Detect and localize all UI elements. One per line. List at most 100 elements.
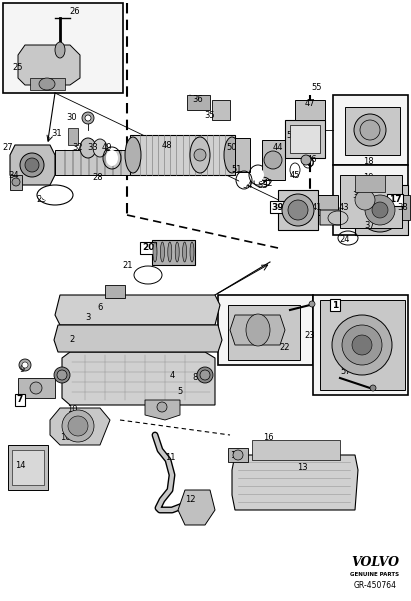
Text: 44: 44 [273, 144, 283, 153]
Text: 2: 2 [69, 335, 75, 344]
Text: 33: 33 [88, 144, 98, 153]
Text: 32: 32 [73, 144, 83, 153]
Text: VOLVO: VOLVO [351, 557, 399, 570]
Ellipse shape [153, 242, 157, 262]
Circle shape [157, 402, 167, 412]
Text: 10: 10 [67, 406, 77, 415]
Text: 31: 31 [52, 129, 62, 138]
Polygon shape [18, 45, 80, 85]
Circle shape [309, 301, 315, 307]
Polygon shape [68, 128, 78, 145]
Text: 26: 26 [70, 7, 80, 16]
Polygon shape [187, 95, 210, 110]
Circle shape [282, 194, 314, 226]
Text: 37: 37 [365, 221, 375, 230]
Polygon shape [8, 445, 48, 490]
Text: GENUINE PARTS: GENUINE PARTS [351, 573, 399, 578]
Polygon shape [30, 78, 65, 90]
Ellipse shape [190, 242, 194, 262]
Text: 1: 1 [332, 300, 338, 310]
Text: 55: 55 [312, 82, 322, 91]
Text: 56: 56 [363, 320, 373, 329]
Ellipse shape [125, 137, 141, 173]
Ellipse shape [93, 139, 107, 157]
Text: 28: 28 [93, 174, 103, 183]
Polygon shape [228, 448, 248, 462]
Text: 8: 8 [59, 370, 65, 379]
Text: 20: 20 [142, 243, 154, 252]
Ellipse shape [39, 78, 55, 90]
Circle shape [351, 189, 359, 197]
Polygon shape [235, 138, 250, 172]
Circle shape [358, 188, 402, 232]
Ellipse shape [224, 137, 240, 173]
Text: 57: 57 [341, 367, 351, 376]
Polygon shape [105, 285, 125, 298]
Circle shape [301, 155, 311, 165]
Text: 15: 15 [230, 451, 240, 460]
Polygon shape [355, 185, 408, 235]
Circle shape [20, 153, 44, 177]
Text: 42: 42 [263, 178, 273, 188]
Circle shape [22, 362, 28, 368]
Polygon shape [285, 120, 325, 158]
Ellipse shape [68, 416, 88, 436]
Circle shape [194, 149, 206, 161]
Text: 14: 14 [15, 460, 25, 469]
Polygon shape [10, 175, 22, 190]
Bar [313, 295, 408, 395]
Text: 17: 17 [389, 195, 401, 204]
Text: 46: 46 [307, 156, 317, 165]
Text: 29: 29 [37, 195, 47, 204]
Text: 16: 16 [263, 433, 273, 442]
Text: 35: 35 [205, 111, 215, 120]
Polygon shape [230, 315, 285, 345]
Polygon shape [295, 100, 325, 120]
Polygon shape [232, 455, 358, 510]
Text: 23: 23 [305, 331, 315, 340]
Polygon shape [278, 190, 318, 230]
Circle shape [25, 158, 39, 172]
Polygon shape [152, 240, 195, 265]
Ellipse shape [62, 410, 94, 442]
Polygon shape [145, 400, 180, 420]
Bar [333, 95, 408, 165]
Circle shape [288, 200, 308, 220]
Bar [333, 165, 408, 235]
Text: 5: 5 [178, 388, 182, 397]
Text: 10: 10 [60, 433, 70, 442]
Text: 22: 22 [280, 344, 290, 353]
Ellipse shape [239, 174, 249, 186]
Text: 19: 19 [363, 172, 373, 182]
Text: 34: 34 [9, 171, 19, 180]
Text: 38: 38 [397, 203, 409, 212]
Text: 36: 36 [193, 96, 203, 105]
Ellipse shape [168, 242, 172, 262]
Ellipse shape [55, 42, 65, 58]
Polygon shape [228, 305, 300, 360]
Polygon shape [18, 378, 55, 398]
Circle shape [19, 359, 31, 371]
Text: 21: 21 [123, 260, 133, 269]
Text: 40: 40 [305, 159, 315, 168]
Polygon shape [318, 195, 338, 215]
Ellipse shape [80, 138, 96, 158]
Polygon shape [320, 210, 358, 225]
Polygon shape [400, 195, 410, 220]
Text: 48: 48 [162, 141, 172, 150]
Polygon shape [12, 450, 44, 485]
Circle shape [360, 120, 380, 140]
Polygon shape [252, 440, 340, 460]
Circle shape [57, 370, 67, 380]
Ellipse shape [190, 137, 210, 173]
Circle shape [233, 450, 243, 460]
Ellipse shape [138, 269, 158, 281]
Polygon shape [178, 490, 215, 525]
Circle shape [332, 315, 392, 375]
Circle shape [372, 202, 388, 218]
Polygon shape [55, 295, 220, 325]
Ellipse shape [252, 168, 264, 182]
Ellipse shape [175, 242, 179, 262]
Text: 52: 52 [287, 130, 297, 139]
Polygon shape [62, 352, 215, 405]
